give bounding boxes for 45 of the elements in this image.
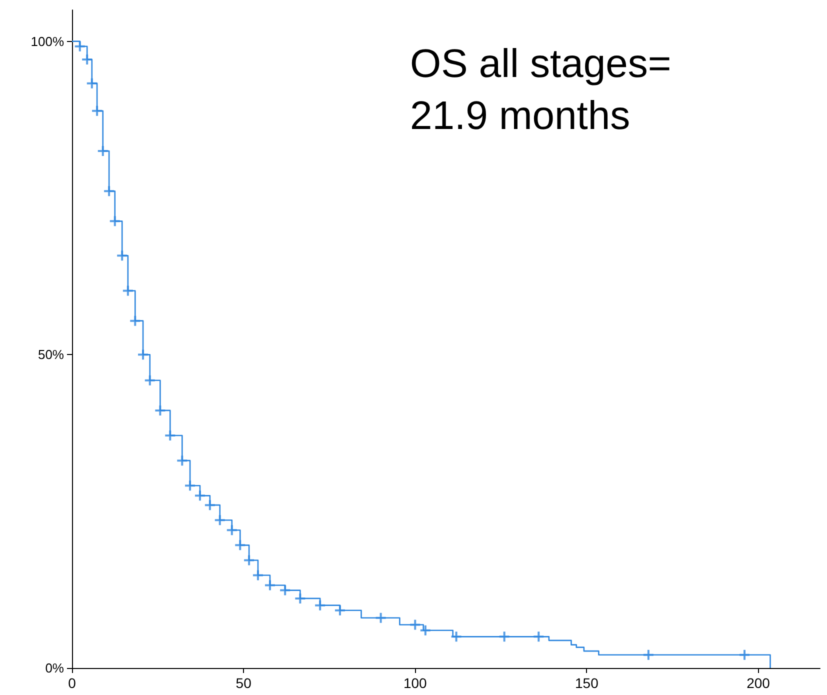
point	[130, 316, 140, 326]
x-tick-label: 200	[746, 675, 770, 691]
point	[122, 286, 133, 296]
point	[144, 375, 155, 386]
point	[376, 612, 386, 623]
point	[264, 580, 275, 590]
point	[204, 500, 215, 510]
point	[177, 456, 188, 466]
point	[92, 106, 102, 116]
y-tick-label: 0%	[45, 660, 64, 676]
point	[534, 632, 544, 642]
point	[104, 186, 114, 196]
point	[74, 41, 85, 52]
point	[165, 430, 176, 441]
point	[451, 632, 462, 642]
point	[499, 632, 510, 642]
point	[280, 585, 290, 596]
point	[235, 540, 246, 550]
x-tick-label: 50	[236, 675, 252, 691]
x-tick-label: 100	[403, 675, 428, 691]
point	[295, 593, 306, 604]
point	[334, 605, 345, 616]
point	[194, 490, 205, 501]
x-tick-label: 150	[575, 675, 599, 691]
point	[740, 650, 750, 660]
point	[315, 600, 326, 610]
point	[98, 146, 108, 156]
point	[185, 480, 196, 491]
point	[420, 625, 430, 636]
point	[214, 515, 225, 526]
y-tick-label: 100%	[30, 34, 64, 49]
point	[226, 525, 237, 536]
x-tick-label: 0	[68, 675, 76, 691]
point	[110, 216, 120, 226]
point	[252, 570, 263, 580]
point	[138, 350, 148, 360]
point	[117, 250, 128, 261]
point	[410, 620, 420, 630]
point	[155, 405, 166, 416]
point	[86, 78, 97, 88]
point	[244, 555, 254, 566]
point	[643, 650, 654, 660]
y-tick-label: 50%	[38, 347, 64, 362]
point	[82, 54, 92, 65]
annotation: OS all stages= 21.9 months	[410, 42, 682, 138]
